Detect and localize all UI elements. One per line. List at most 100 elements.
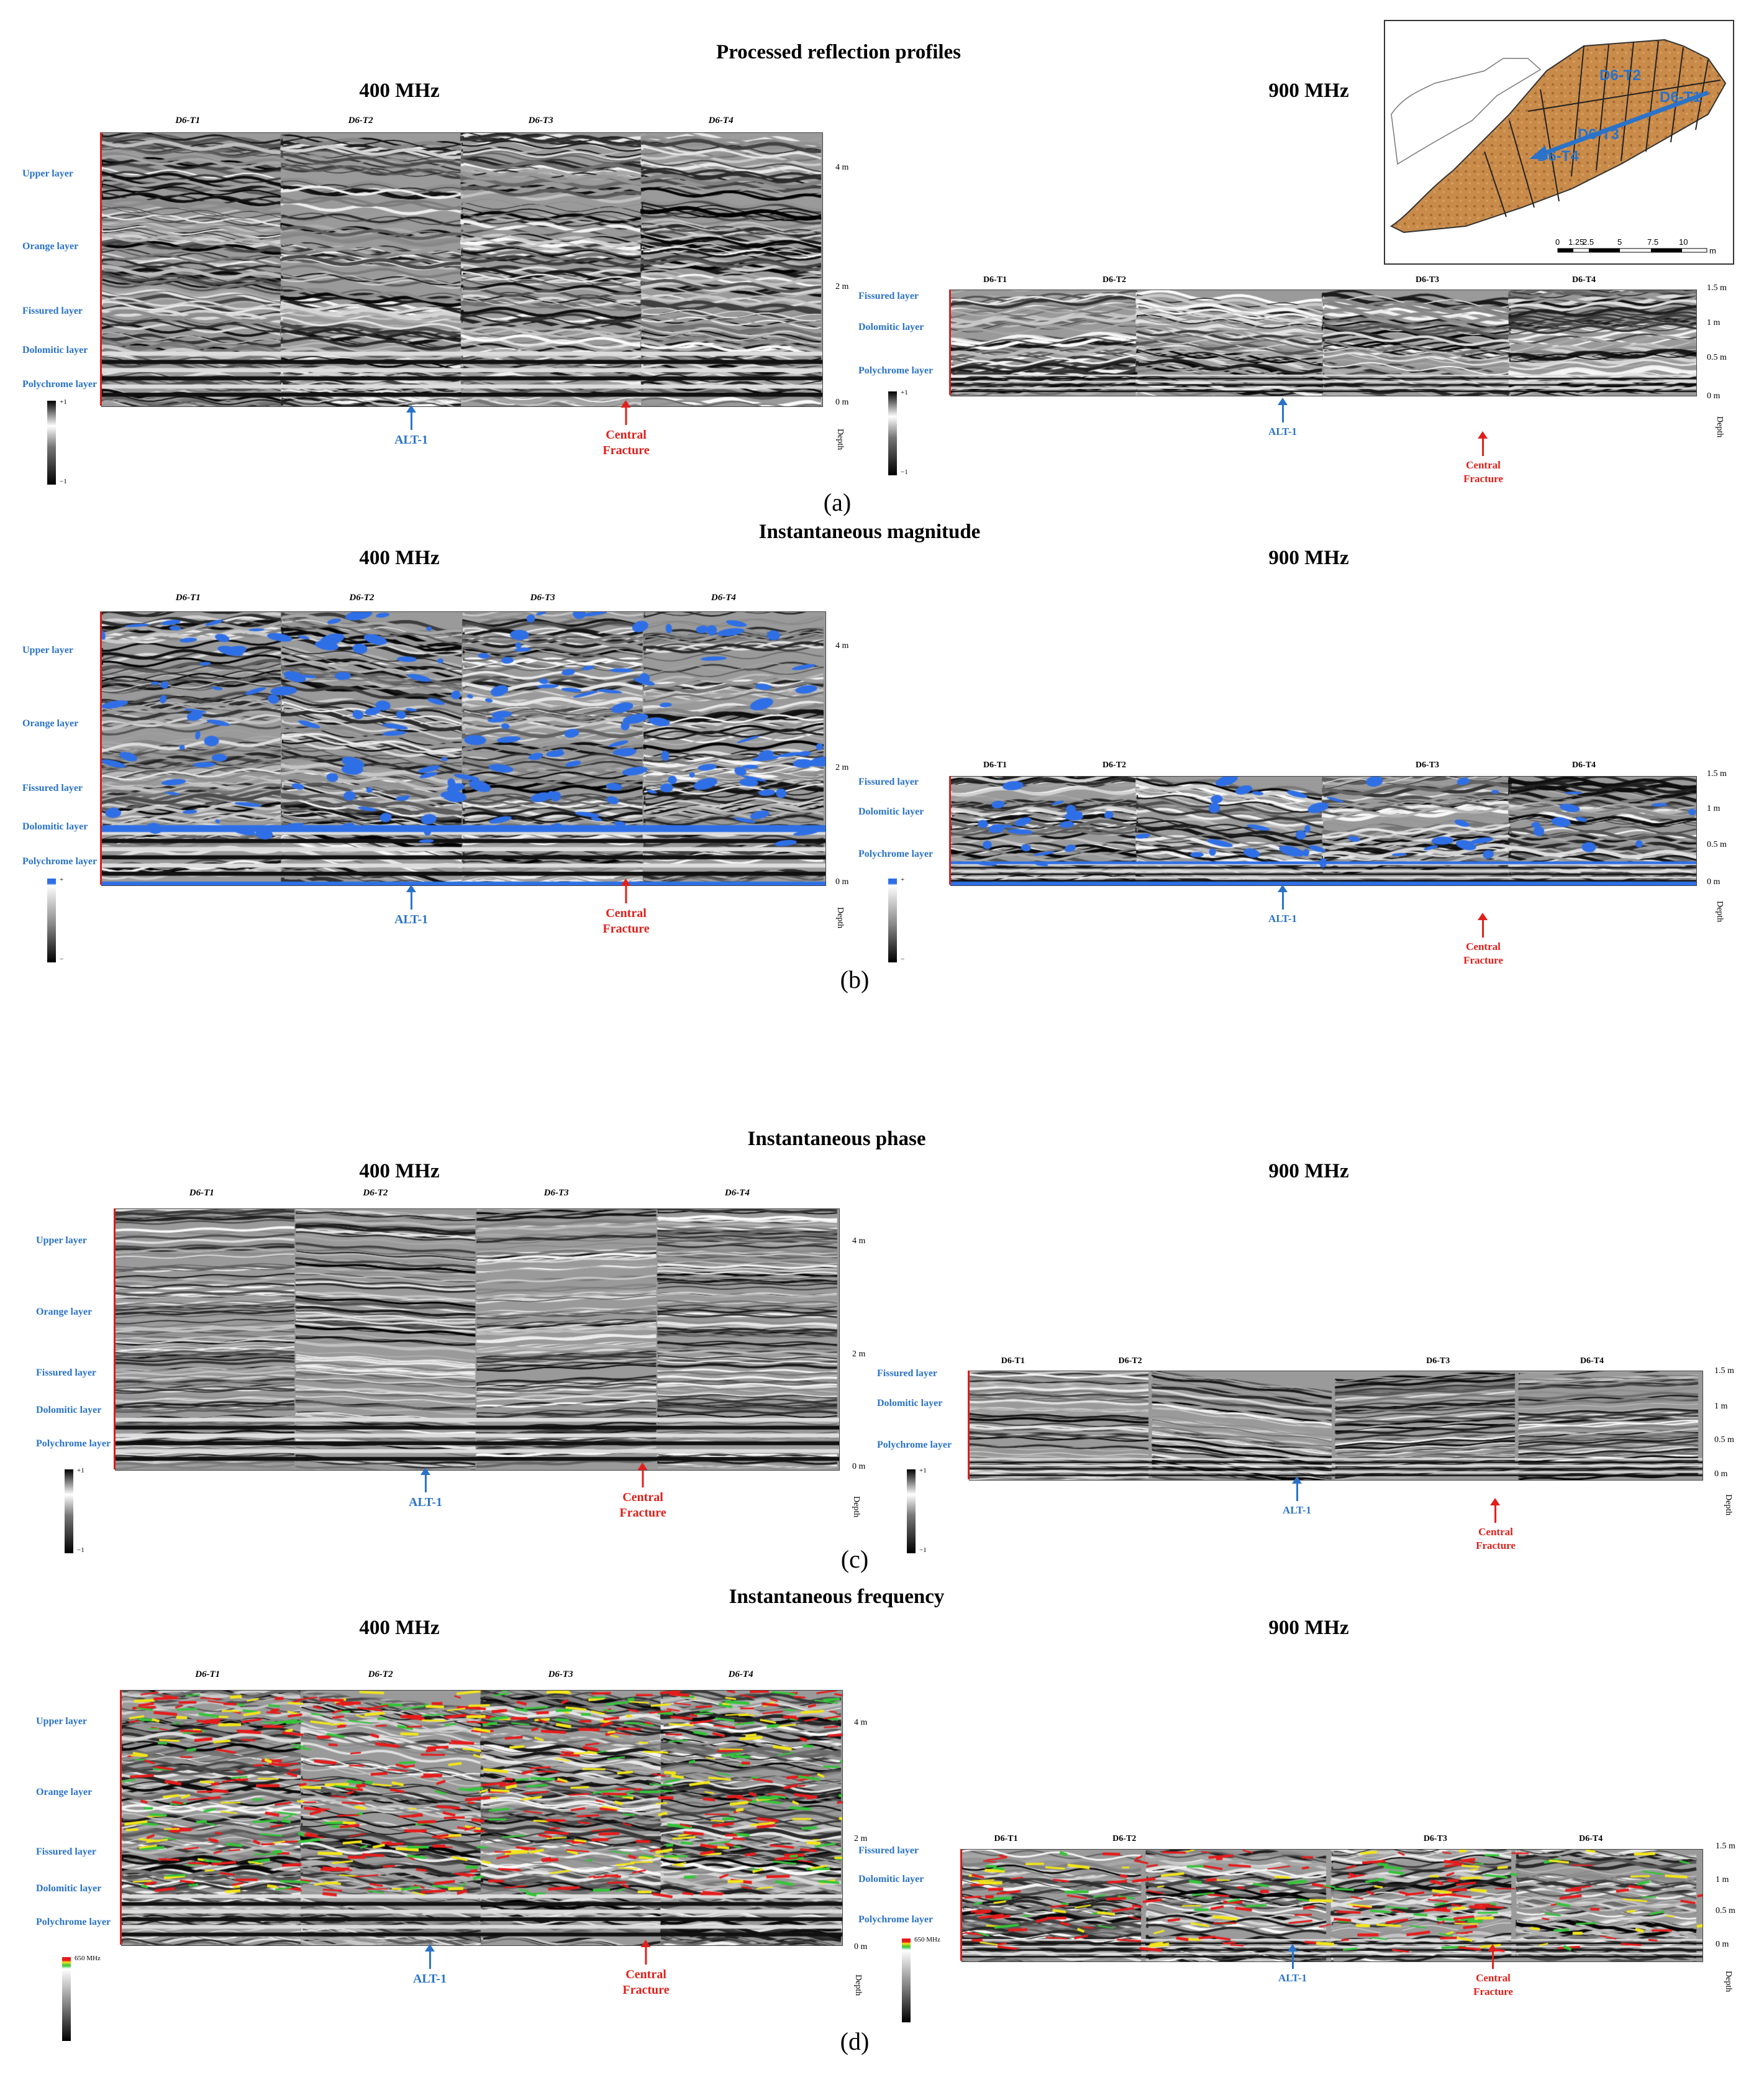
arrow-up-icon [1287,1944,1298,1969]
marker-label: Central [1466,941,1501,952]
layer-label: Fissured layer [22,306,83,316]
map-label-t3: D6-T3 [1578,126,1619,143]
marker-label: Fracture [1473,1986,1513,1997]
marker-label: Central [606,906,647,920]
layer-label: Upper layer [22,645,73,655]
transect-label: D6-T3 [530,593,555,603]
layer-label: Dolomitic layer [858,1874,924,1884]
arrow-up-icon [621,400,631,425]
scale-max-label: 650 MHz [914,1936,940,1943]
marker-label: ALT-1 [1283,1504,1311,1516]
depth-axis-line [960,1849,962,1961]
depth-tick: 0.5 m [1716,1906,1735,1915]
depth-tick: 0 m [835,877,849,887]
transect-label: D6-T4 [1580,1356,1604,1366]
alt-1-marker: ALT-1 [413,1944,447,1987]
marker-label: ALT-1 [1278,1972,1307,1984]
freq-label-900: 900 MHz [1268,547,1349,569]
layer-label: Polychrome layer [858,365,934,376]
depth-tick: 0 m [1714,1469,1728,1479]
site-map: D6-T2 D6-T1 D6-T3 D6-T4 0 1.25 2.5 5 7.5… [1384,20,1734,265]
transect-label: D6-T4 [1571,760,1596,770]
layer-label: Fissured layer [877,1368,938,1379]
arrow-up-icon [406,405,416,430]
layer-label: Polychrome layer [36,1438,111,1449]
marker-label: Central [1478,1526,1513,1538]
scale-min-label: − [60,956,64,963]
depth-axis-line [114,1208,116,1469]
map-label-t4: D6-T4 [1537,148,1579,165]
depth-tick: 1.5 m [1716,1842,1735,1851]
transect-label: D6-T3 [1415,275,1440,285]
depth-tick: 1 m [1714,1402,1728,1411]
depth-tick: 4 m [835,641,849,651]
transect-label: D6-T1 [189,1188,214,1198]
marker-label: ALT-1 [394,913,429,926]
marker-label: Fracture [619,1506,666,1520]
depth-axis-line [100,132,102,406]
color-scale-bar: + − [888,876,904,963]
arrow-up-icon [1488,1944,1498,1969]
panel-caption: (d) [840,2027,870,2055]
profile-400-mhz-b [101,611,826,886]
depth-tick: 2 m [854,1834,868,1843]
panel-title: Instantaneous phase [747,1128,926,1150]
depth-tick: 1 m [1707,804,1721,813]
transect-label: D6-T4 [1579,1834,1603,1843]
color-scale-bar: +1 −1 [907,1467,927,1554]
depth-tick: 0 m [835,398,849,407]
central-fracture-marker: Central Fracture [619,1463,666,1521]
arrow-up-icon [406,885,416,910]
depth-tick: 0 m [1707,877,1721,887]
layer-label: Dolomitic layer [36,1883,102,1894]
depth-axis-line [949,776,951,885]
radargram [962,1850,1703,1961]
arrow-up-icon [1277,885,1288,910]
marker-label: Central [1466,459,1501,471]
layer-label: Fissured layer [36,1847,97,1857]
scale-tick: 0 [1555,237,1560,247]
alt-1-marker: ALT-1 [394,405,429,448]
arrow-up-icon [1490,1498,1501,1523]
marker-label: ALT-1 [408,1495,443,1509]
layer-label: Orange layer [36,1307,93,1317]
layer-label: Orange layer [22,718,79,729]
arrow-up-icon [420,1468,430,1492]
central-fracture-marker: Central Fracture [1476,1498,1516,1553]
depth-axis-line [968,1371,970,1479]
layer-label: Polychrome layer [858,849,934,859]
profile-900-mhz-c [969,1371,1703,1481]
scale-max-label: +1 [901,389,908,396]
depth-tick: 0 m [854,1942,868,1952]
freq-label-900: 900 MHz [1268,80,1349,102]
color-scale-bar: + − [47,876,63,963]
scale-min-label: −1 [901,468,908,476]
transect-label: D6-T3 [1415,760,1440,770]
transect-label: D6-T1 [983,760,1007,770]
depth-axis-line [949,290,951,395]
transect-label: D6-T3 [1423,1834,1447,1843]
depth-axis-title: Depth [1724,1494,1733,1516]
transect-label: D6-T3 [548,1669,573,1679]
freq-label-900: 900 MHz [1268,1617,1349,1639]
layer-label: Upper layer [36,1716,87,1727]
radargram [951,290,1696,396]
scale-unit: m [1709,246,1716,255]
depth-axis-title: Depth [1715,416,1724,438]
transect-label: D6-T2 [349,593,375,603]
depth-tick: 0 m [1707,391,1721,401]
marker-label: ALT-1 [394,433,429,447]
color-scale-bar: 650 MHz [62,1955,101,2041]
marker-label: Central [1476,1972,1511,1984]
arrow-up-icon [621,879,631,903]
central-fracture-marker: Central Fracture [602,400,650,459]
depth-tick: 4 m [852,1236,866,1246]
layer-label: Fissured layer [22,783,83,793]
scale-tick: 2.5 [1583,237,1594,247]
marker-label: Fracture [622,1983,670,1997]
depth-axis-title: Depth [1715,901,1724,923]
color-scale-bar: 650 MHz [902,1936,940,2022]
arrow-up-icon [637,1463,648,1487]
transect-label: D6-T1 [994,1834,1018,1843]
layer-label: Dolomitic layer [36,1405,102,1415]
